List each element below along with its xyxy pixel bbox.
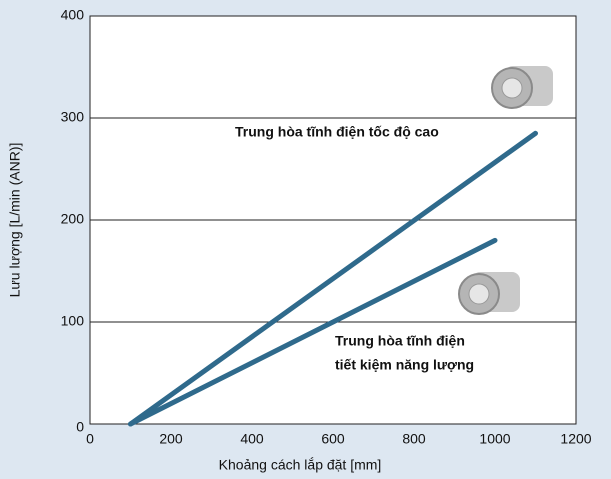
- x-tick-label: 800: [402, 431, 426, 447]
- x-tick-label: 0: [86, 431, 94, 447]
- y-tick-label: 100: [61, 313, 85, 329]
- x-tick-label: 1000: [479, 431, 510, 447]
- x-axis-title: Khoảng cách lắp đặt [mm]: [219, 457, 382, 473]
- y-tick-label: 200: [61, 211, 85, 227]
- annotation: Trung hòa tĩnh điện tốc độ cao: [235, 124, 439, 140]
- product-icon: [458, 272, 520, 315]
- y-axis-title: Lưu lượng [L/min (ANR)]: [7, 143, 23, 298]
- x-tick-label: 200: [159, 431, 183, 447]
- y-tick-label: 0: [76, 419, 84, 435]
- plot-border: [89, 15, 577, 425]
- y-tick-label: 300: [61, 109, 85, 125]
- x-tick-label: 600: [321, 431, 345, 447]
- y-tick-label: 400: [61, 7, 85, 23]
- series-line: [128, 130, 538, 427]
- annotation: tiết kiệm năng lượng: [335, 357, 474, 373]
- series-line: [128, 237, 498, 427]
- x-tick-label: 1200: [560, 431, 591, 447]
- x-tick-label: 400: [240, 431, 264, 447]
- annotation: Trung hòa tĩnh điện: [335, 333, 465, 349]
- product-icon: [491, 66, 553, 109]
